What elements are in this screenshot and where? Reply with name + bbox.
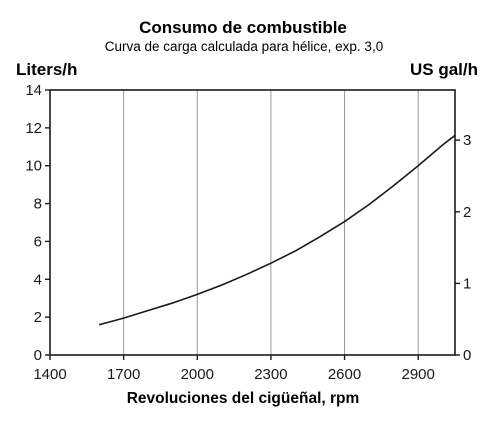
series-layer <box>98 134 456 326</box>
y-tick-label: 6 <box>34 233 42 250</box>
grid-lines <box>123 90 419 355</box>
y2-tick-label: 3 <box>463 132 471 149</box>
y-axis-label-left: Liters/h <box>16 60 77 79</box>
y-tick-label: 8 <box>34 196 42 213</box>
x-tick-label: 1700 <box>107 366 140 383</box>
chart-subtitle: Curva de carga calculada para hélice, ex… <box>105 39 383 54</box>
y-tick-label: 14 <box>25 82 42 99</box>
chart-title: Consumo de combustible <box>139 18 347 37</box>
y-tick-label: 2 <box>34 309 42 326</box>
y-tick-label: 0 <box>34 347 42 364</box>
x-tick-label: 2300 <box>254 366 287 383</box>
y-axis-label-right: US gal/h <box>410 60 478 79</box>
x-tick-label: 2900 <box>401 366 434 383</box>
y-tick-label: 4 <box>34 271 42 288</box>
x-tick-label: 2000 <box>181 366 214 383</box>
y2-tick-label: 1 <box>463 275 471 292</box>
y2-tick-label: 0 <box>463 347 471 364</box>
y-tick-label: 12 <box>25 120 42 137</box>
x-axis-label: Revoluciones del cigüeñal, rpm <box>127 390 360 407</box>
axis-ticks <box>45 89 460 360</box>
y-tick-label: 10 <box>25 158 42 175</box>
x-tick-label: 2600 <box>328 366 361 383</box>
x-tick-label: 1400 <box>33 366 66 383</box>
plot-frame <box>49 89 456 356</box>
y2-tick-label: 2 <box>463 204 471 221</box>
fuel-consumption-line <box>98 134 456 326</box>
